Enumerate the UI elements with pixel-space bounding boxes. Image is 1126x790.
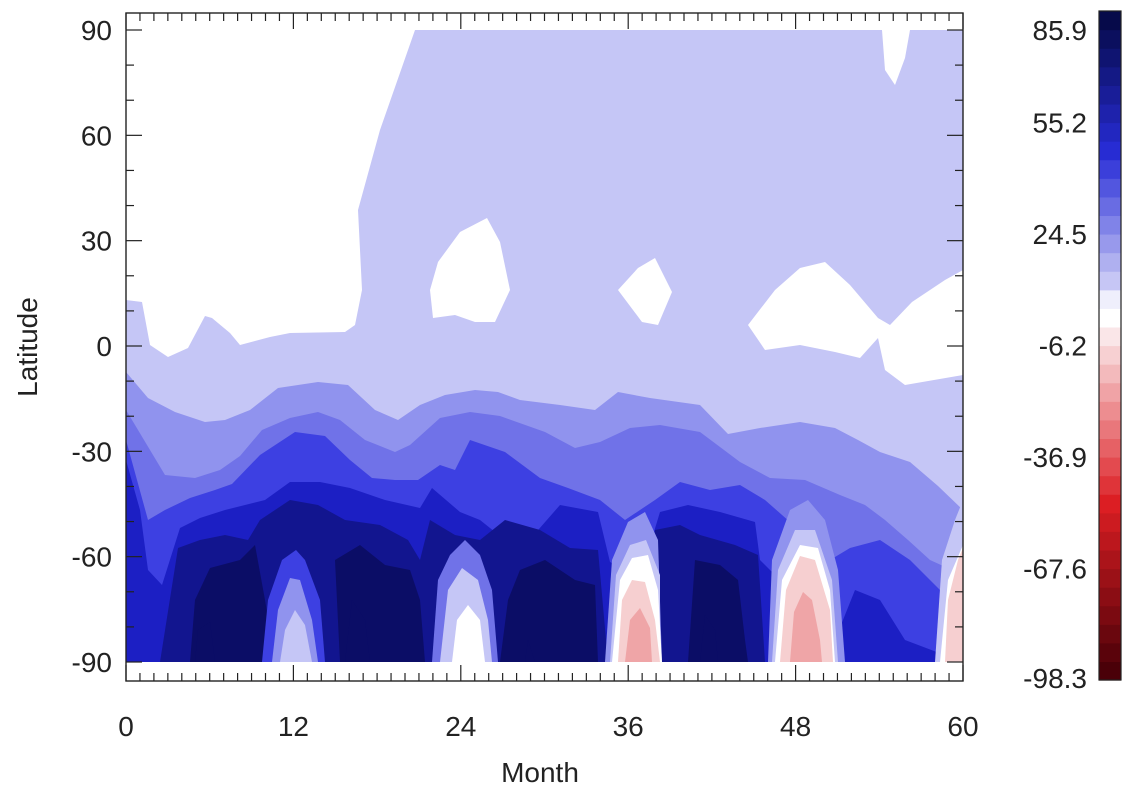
colorbar-segment [1099,438,1121,458]
colorbar-segment [1099,661,1121,681]
colorbar-segment [1099,568,1121,588]
colorbar-segment [1099,48,1121,68]
colorbar-segment [1099,642,1121,663]
y-tick-label: 30 [81,226,112,257]
colorbar-tick-label: -36.9 [1023,442,1087,473]
colorbar-segment [1099,252,1121,272]
colorbar-segment [1099,587,1121,607]
colorbar-segment [1099,11,1121,31]
colorbar-segment [1099,326,1121,347]
colorbar-segment [1099,624,1121,644]
colorbar-segment [1099,549,1121,570]
colorbar-segment [1099,66,1121,86]
colorbar-segment [1099,475,1121,495]
colorbar-segment [1099,382,1121,402]
x-tick-label: 36 [613,711,644,742]
colorbar-segment [1099,141,1121,161]
y-axis-tick-labels: 90 60 30 0 -30 -60 -90 [72,15,112,678]
colorbar-segment [1099,345,1121,365]
contour-level-pos-7 [190,545,748,662]
x-axis-tick-labels: 0 12 24 36 48 60 [118,711,978,742]
x-tick-label: 24 [445,711,476,742]
contour-ridge [280,610,312,662]
colorbar-tick-label: 24.5 [1033,219,1088,250]
colorbar-segment [1099,178,1121,198]
colorbar-segment [1099,494,1121,514]
colorbar-tick-label: -98.3 [1023,663,1087,694]
contour-hole [618,258,672,325]
colorbar-segment [1099,457,1121,477]
y-axis-label: Latitude [12,297,43,397]
x-tick-label: 48 [780,711,811,742]
colorbar-tick-label: -6.2 [1039,331,1087,362]
y-tick-label: 90 [81,15,112,46]
colorbar-segment [1099,159,1121,179]
colorbar [1099,11,1121,681]
colorbar-segment [1099,401,1121,421]
contour-level-neg-1 [945,548,963,662]
colorbar-segment [1099,512,1121,532]
contour-level-neg-2 [790,592,822,662]
contour-hole [882,30,910,85]
contour-level-neg-2 [625,608,652,662]
colorbar-tick-label: -67.6 [1023,554,1087,585]
colorbar-segment [1099,605,1121,625]
colorbar-segment [1099,122,1121,142]
contour-ridge [452,605,485,662]
colorbar-segment [1099,271,1121,291]
x-tick-label: 0 [118,711,134,742]
colorbar-segment [1099,215,1121,235]
y-tick-label: 0 [96,331,112,362]
x-axis-label: Month [501,757,579,788]
colorbar-segment [1099,196,1121,217]
colorbar-segment [1099,85,1121,105]
colorbar-tick-label: 85.9 [1033,15,1088,46]
x-tick-label: 60 [947,711,978,742]
y-tick-label: -90 [72,647,112,678]
x-tick-label: 12 [278,711,309,742]
colorbar-segment [1099,364,1121,384]
colorbar-segment [1099,103,1121,124]
contour-hole [243,30,288,215]
colorbar-frame [1098,10,1122,681]
colorbar-segment [1099,29,1121,49]
colorbar-segment [1099,234,1121,254]
colorbar-segment [1099,419,1121,440]
y-axis-ticks [126,29,963,663]
colorbar-segment [1099,289,1121,309]
x-axis-ticks [125,13,964,681]
contour-hole [430,218,510,322]
colorbar-segment [1099,308,1121,328]
colorbar-tick-label: 55.2 [1033,108,1088,139]
y-tick-label: 60 [81,120,112,151]
colorbar-tick-labels: 85.9 55.2 24.5 -6.2 -36.9 -67.6 -98.3 [1023,15,1087,694]
contour-hole [748,262,963,385]
contour-layers [126,30,963,662]
y-tick-label: -60 [72,542,112,573]
y-tick-label: -30 [72,436,112,467]
colorbar-segment [1099,531,1121,551]
